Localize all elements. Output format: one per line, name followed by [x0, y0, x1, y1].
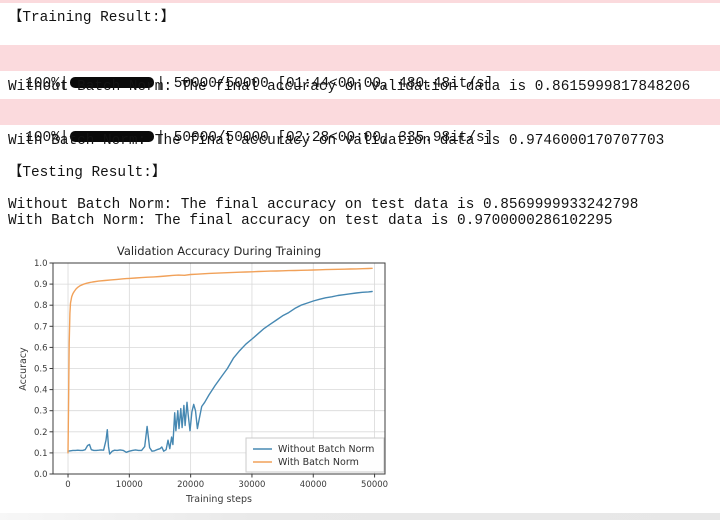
svg-text:0.6: 0.6 — [34, 343, 48, 353]
progress-percent: 100%| — [25, 130, 69, 146]
bottom-gray-stripe — [0, 513, 720, 520]
validation-accuracy-chart: 0 10000 20000 30000 40000 50000 0.0 0.1 0.2 0.3 0.… — [18, 240, 438, 512]
svg-text:0.0: 0.0 — [34, 470, 48, 480]
progress-stats: | 50000/50000 [01:44<00:00, 480.48it/s] — [156, 76, 494, 92]
top-pink-stripe — [0, 0, 720, 3]
svg-text:0.1: 0.1 — [34, 449, 48, 459]
svg-text:Training steps: Training steps — [185, 494, 252, 505]
svg-text:0.7: 0.7 — [34, 322, 48, 332]
svg-text:0.5: 0.5 — [34, 365, 48, 375]
svg-text:With Batch Norm: With Batch Norm — [278, 457, 359, 468]
svg-text:0.9: 0.9 — [34, 280, 48, 290]
testing-result-header: 【Testing Result:】 — [8, 165, 167, 181]
svg-text:0.4: 0.4 — [34, 386, 48, 396]
progress-bar-icon — [70, 77, 155, 88]
test-accuracy-with-bn: With Batch Norm: The final accuracy on t… — [8, 213, 613, 229]
svg-text:Validation Accuracy During Tra: Validation Accuracy During Training — [117, 244, 321, 258]
svg-text:0.2: 0.2 — [34, 428, 48, 438]
progress-row-without-bn: 100%| | 50000/50000 [01:44<00:00, 480.48i… — [0, 45, 720, 92]
progress-percent: 100%| — [25, 76, 69, 92]
progress-stats: | 50000/50000 [02:28<00:00, 335.98it/s] — [156, 130, 494, 146]
progress-row-with-bn: 100%| | 50000/50000 [02:28<00:00, 335.98i… — [0, 99, 720, 146]
validation-accuracy-without-bn: Without Batch Norm: The final accuracy o… — [8, 79, 691, 95]
svg-text:0.3: 0.3 — [34, 407, 48, 417]
test-accuracy-without-bn: Without Batch Norm: The final accuracy o… — [8, 197, 639, 213]
svg-text:0.8: 0.8 — [34, 301, 48, 311]
svg-text:0: 0 — [65, 480, 70, 490]
svg-text:1.0: 1.0 — [34, 259, 48, 269]
training-result-header: 【Training Result:】 — [8, 10, 175, 26]
validation-accuracy-with-bn: With Batch Norm: The final accuracy on v… — [8, 133, 665, 149]
svg-text:Accuracy: Accuracy — [18, 347, 29, 391]
svg-text:10000: 10000 — [116, 480, 143, 490]
svg-text:50000: 50000 — [361, 480, 388, 490]
svg-text:40000: 40000 — [300, 480, 327, 490]
svg-text:20000: 20000 — [177, 480, 204, 490]
svg-text:30000: 30000 — [238, 480, 265, 490]
line-chart-canvas: 0 10000 20000 30000 40000 50000 0.0 0.1 0.2 0.3 0.… — [18, 244, 388, 505]
svg-text:Without Batch Norm: Without Batch Norm — [278, 444, 374, 455]
progress-bar-icon — [70, 131, 155, 142]
